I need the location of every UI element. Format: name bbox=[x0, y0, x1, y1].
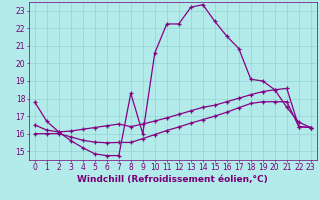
X-axis label: Windchill (Refroidissement éolien,°C): Windchill (Refroidissement éolien,°C) bbox=[77, 175, 268, 184]
